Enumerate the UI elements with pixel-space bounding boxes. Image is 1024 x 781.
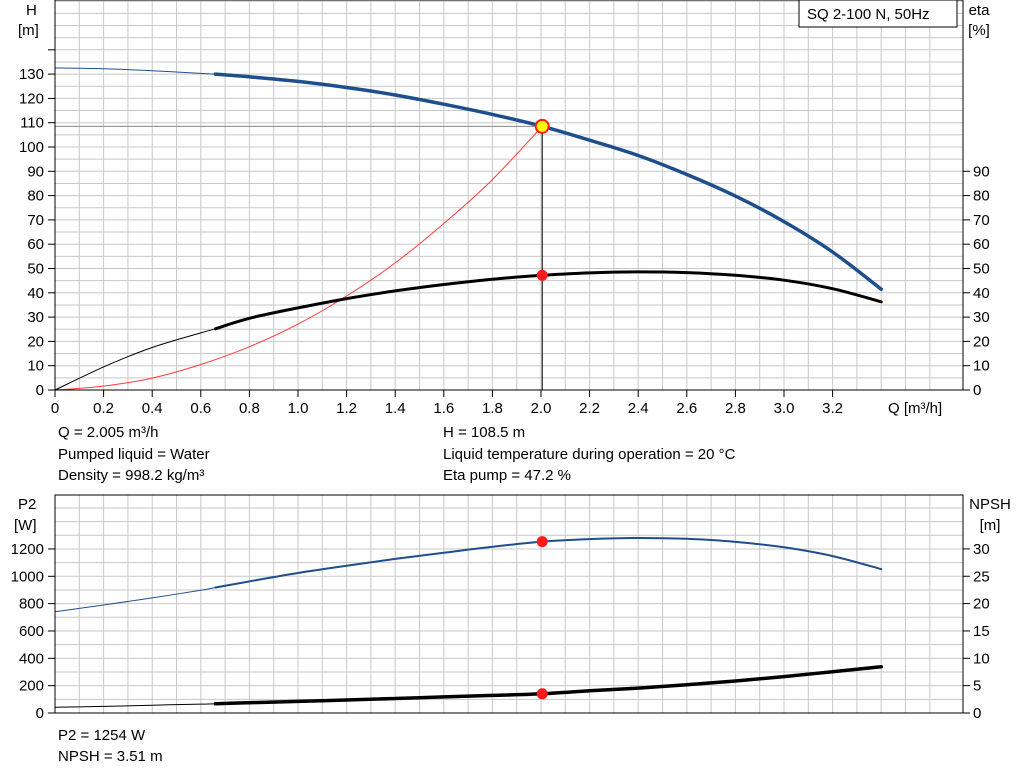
duty-point-npsh-marker (536, 688, 548, 700)
head-curve-extension (54, 67, 216, 75)
top-left-tick-label: 20 (27, 333, 44, 350)
info-liquid-temperature: Liquid temperature during operation = 20… (443, 446, 736, 463)
x-tick-label: 0.6 (190, 400, 211, 417)
x-tick-label: 0.8 (239, 400, 260, 417)
bottom-chart-grid (55, 495, 963, 713)
duty-point-eta-marker (536, 269, 548, 281)
info-p2: P2 = 1254 W (58, 727, 146, 744)
bottom-left-tick-label: 600 (19, 623, 44, 640)
x-tick-label: 0 (51, 400, 59, 417)
bottom-right-tick-label: 15 (973, 623, 990, 640)
top-right-tick-label: 30 (973, 309, 990, 326)
top-right-tick-label: 90 (973, 163, 990, 180)
bottom-right-tick-label: 25 (973, 568, 990, 585)
top-left-tick-label: 120 (19, 90, 44, 107)
x-tick-label: 2.6 (676, 400, 697, 417)
x-tick-label: 2.4 (628, 400, 649, 417)
bottom-right-tick-label: 5 (973, 678, 981, 695)
duty-point-markers (534, 118, 550, 700)
top-right-tick-label: 10 (973, 358, 990, 375)
x-tick-label: 1.6 (433, 400, 454, 417)
top-left-tick-label: 90 (27, 163, 44, 180)
top-left-tick-label: 40 (27, 285, 44, 302)
top-left-tick-label: 60 (27, 236, 44, 253)
bottom-right-tick-label: 0 (973, 705, 981, 722)
top-left-axis-label-2: [m] (18, 22, 39, 39)
top-right-tick-label: 50 (973, 261, 990, 278)
top-left-tick-label: 130 (19, 66, 44, 83)
p2-curve-extension (54, 587, 216, 613)
system-curve (54, 125, 543, 391)
x-axis-label: Q [m³/h] (888, 400, 942, 417)
top-right-tick-label: 60 (973, 236, 990, 253)
top-right-axis-label-2: [%] (968, 22, 990, 39)
x-tick-label: 1.4 (385, 400, 406, 417)
info-pumped-liquid: Pumped liquid = Water (58, 446, 210, 463)
bottom-left-tick-label: 200 (19, 678, 44, 695)
bottom-left-axis-label-2: [W] (14, 517, 37, 534)
top-right-tick-label: 80 (973, 188, 990, 205)
bottom-right-axis-label-2: [m] (980, 517, 1001, 534)
top-left-tick-label: 0 (36, 382, 44, 399)
info-flow: Q = 2.005 m³/h (58, 424, 159, 441)
head-curve (213, 72, 883, 291)
x-tick-label: 2.2 (579, 400, 600, 417)
title-box: SQ 2-100 N, 50Hz (798, 0, 958, 28)
bottom-left-tick-label: 0 (36, 705, 44, 722)
top-left-tick-label: 70 (27, 212, 44, 229)
x-tick-label: 2.0 (531, 400, 552, 417)
top-left-tick-label: 10 (27, 358, 44, 375)
eta-curve-extension (54, 328, 216, 391)
top-left-tick-label: 30 (27, 309, 44, 326)
top-right-tick-label: 70 (973, 212, 990, 229)
top-chart-grid (55, 0, 963, 390)
bottom-left-tick-label: 800 (19, 596, 44, 613)
bottom-right-tick-label: 20 (973, 596, 990, 613)
top-right-tick-label: 0 (973, 382, 981, 399)
x-tick-label: 1.2 (336, 400, 357, 417)
top-right-tick-label: 40 (973, 285, 990, 302)
npsh-curve-extension (54, 703, 216, 708)
bottom-left-tick-label: 1000 (11, 568, 44, 585)
chart-frames (54, 0, 964, 714)
x-tick-label: 1.8 (482, 400, 503, 417)
title-box-text: SQ 2-100 N, 50Hz (807, 6, 930, 23)
bottom-left-tick-label: 400 (19, 650, 44, 667)
top-chart-frame (54, 0, 964, 391)
x-tick-label: 0.2 (93, 400, 114, 417)
top-left-tick-label: 50 (27, 261, 44, 278)
info-npsh: NPSH = 3.51 m (58, 748, 163, 765)
x-tick-label: 0.4 (142, 400, 163, 417)
bottom-right-tick-label: 10 (973, 650, 990, 667)
duty-point-head-marker (534, 118, 550, 134)
bottom-right-axis-label-1: NPSH (969, 496, 1011, 513)
top-left-tick-label: 100 (19, 139, 44, 156)
axis-ticks-layer: 0 0.2 0.4 0.6 0.8 1.0 1.2 1.4 1.6 1.8 2.0 2.2 2.4 2.6… (11, 49, 990, 722)
bottom-left-tick-label: 1200 (11, 541, 44, 558)
title-box-frame (798, 0, 958, 28)
top-right-axis-label-1: eta (969, 2, 991, 19)
x-tick-label: 1.0 (288, 400, 309, 417)
x-tick-label: 3.2 (822, 400, 843, 417)
bottom-right-tick-label: 30 (973, 541, 990, 558)
top-right-tick-label: 20 (973, 333, 990, 350)
info-density: Density = 998.2 kg/m³ (58, 467, 205, 484)
top-left-tick-label: 110 (20, 115, 44, 132)
duty-point-p2-marker (536, 536, 548, 548)
info-head: H = 108.5 m (443, 424, 526, 441)
axis-labels: H [m] eta [%] Q [m³/h] P2 [W] NPSH [m] (14, 2, 1011, 534)
bottom-left-axis-label-1: P2 (18, 496, 36, 513)
info-eta-pump: Eta pump = 47.2 % (443, 467, 571, 484)
x-tick-label: 3.0 (774, 400, 795, 417)
x-tick-label: 2.8 (725, 400, 746, 417)
top-left-axis-label-1: H (26, 2, 37, 19)
top-left-tick-label: 80 (27, 188, 44, 205)
